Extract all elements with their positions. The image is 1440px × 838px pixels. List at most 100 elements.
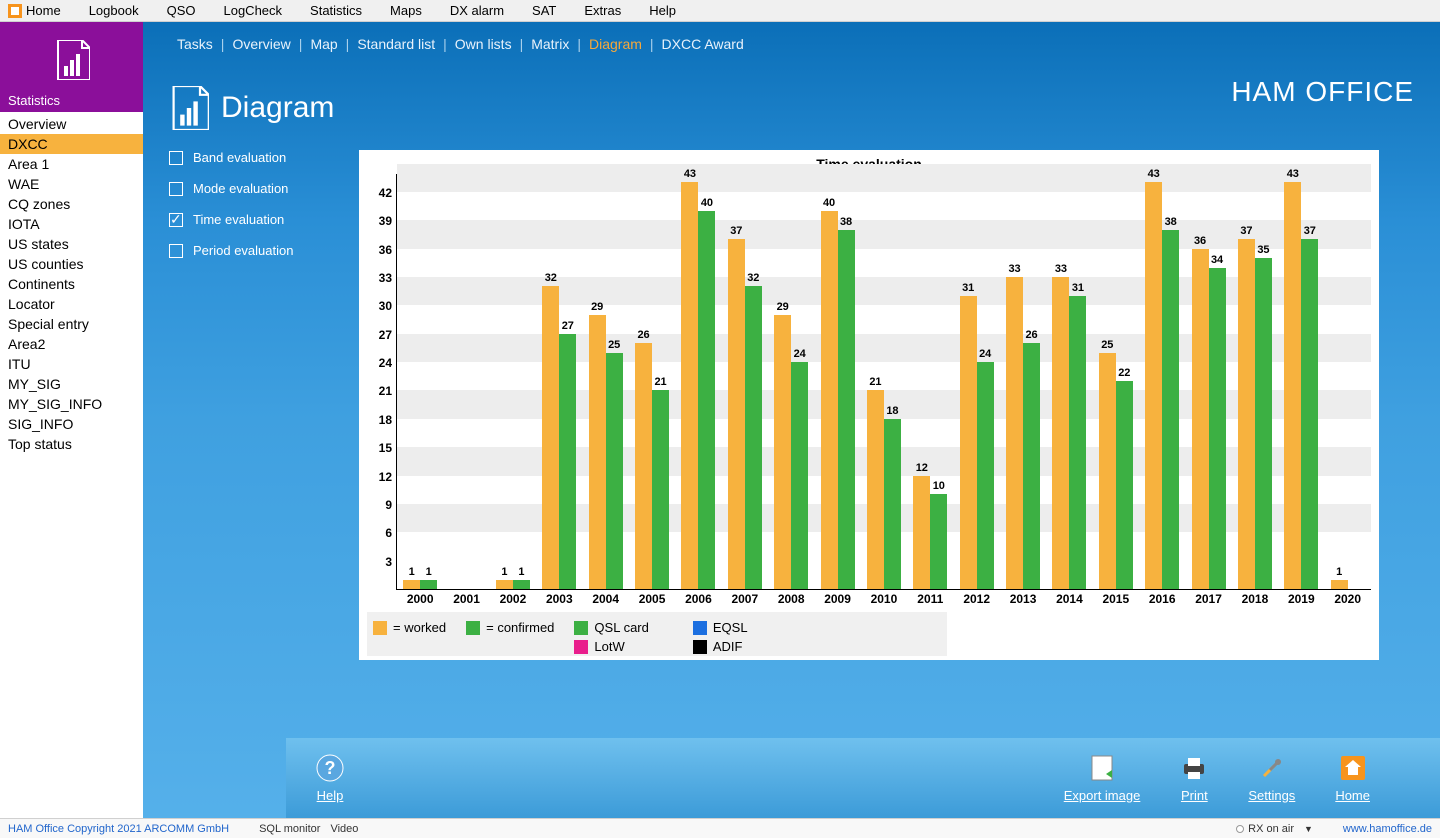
plot: 1111322729252621434037322924403821181210… (397, 174, 1371, 590)
x-tick: 2016 (1139, 590, 1185, 606)
menu-logbook[interactable]: Logbook (81, 1, 159, 20)
bar-confirmed: 18 (884, 419, 901, 589)
sidebar-item-itu[interactable]: ITU (0, 354, 143, 374)
svg-text:?: ? (325, 758, 336, 778)
year-col: 2925 (583, 174, 629, 589)
y-tick: 33 (379, 271, 392, 285)
help-button[interactable]: ? Help (316, 754, 344, 803)
year-col: 2522 (1093, 174, 1139, 589)
option-mode-evaluation[interactable]: Mode evaluation (169, 181, 359, 196)
print-icon (1180, 754, 1208, 782)
sidebar-item-dxcc[interactable]: DXCC (0, 134, 143, 154)
x-tick: 2006 (675, 590, 721, 606)
bar-worked: 43 (1145, 182, 1162, 589)
bar-worked: 31 (960, 296, 977, 589)
year-col: 3634 (1185, 174, 1231, 589)
sidebar-item-sig-info[interactable]: SIG_INFO (0, 414, 143, 434)
year-col: 4338 (1139, 174, 1185, 589)
help-icon: ? (316, 754, 344, 782)
menu-sat[interactable]: SAT (524, 1, 576, 20)
menu-home[interactable]: Home (6, 1, 81, 20)
sidebar-item-my-sig-info[interactable]: MY_SIG_INFO (0, 394, 143, 414)
bar-confirmed: 34 (1209, 268, 1226, 589)
bar-confirmed: 38 (838, 230, 855, 589)
url-link[interactable]: www.hamoffice.de (1343, 823, 1432, 835)
menu-qso[interactable]: QSO (159, 1, 216, 20)
sidebar-item-area-1[interactable]: Area 1 (0, 154, 143, 174)
menubar: HomeLogbookQSOLogCheckStatisticsMapsDX a… (0, 0, 1440, 22)
option-band-evaluation[interactable]: Band evaluation (169, 150, 359, 165)
export-image-button[interactable]: Export image (1064, 754, 1141, 803)
tab-overview[interactable]: Overview (226, 36, 296, 52)
tab-tasks[interactable]: Tasks (171, 36, 219, 52)
settings-button[interactable]: Settings (1248, 754, 1295, 803)
x-tick: 2001 (443, 590, 489, 606)
sidebar-item-special-entry[interactable]: Special entry (0, 314, 143, 334)
bar-worked: 1 (1331, 580, 1348, 589)
page-title-text: Diagram (221, 91, 334, 125)
menu-dx alarm[interactable]: DX alarm (442, 1, 524, 20)
tab-map[interactable]: Map (304, 36, 343, 52)
menu-maps[interactable]: Maps (382, 1, 442, 20)
tab-own-lists[interactable]: Own lists (449, 36, 518, 52)
year-col: 2118 (861, 174, 907, 589)
settings-icon (1258, 754, 1286, 782)
bar-worked: 37 (728, 239, 745, 589)
year-col: 2621 (629, 174, 675, 589)
menu-logcheck[interactable]: LogCheck (215, 1, 302, 20)
y-tick: 30 (379, 299, 392, 313)
content-pane: Tasks|Overview|Map|Standard list|Own lis… (143, 22, 1440, 818)
x-tick: 2008 (768, 590, 814, 606)
x-tick: 2003 (536, 590, 582, 606)
bar-worked: 29 (589, 315, 606, 589)
sidebar-item-iota[interactable]: IOTA (0, 214, 143, 234)
sidebar-item-my-sig[interactable]: MY_SIG (0, 374, 143, 394)
option-time-evaluation[interactable]: Time evaluation (169, 212, 359, 227)
y-tick: 18 (379, 413, 392, 427)
y-tick: 36 (379, 243, 392, 257)
x-tick: 2007 (722, 590, 768, 606)
x-tick: 2002 (490, 590, 536, 606)
sql-monitor-link[interactable]: SQL monitor (259, 823, 320, 835)
y-tick: 39 (379, 214, 392, 228)
option-period-evaluation[interactable]: Period evaluation (169, 243, 359, 258)
sidebar-item-wae[interactable]: WAE (0, 174, 143, 194)
checkbox-icon (169, 182, 183, 196)
year-col: 2924 (768, 174, 814, 589)
sidebar-list: OverviewDXCCArea 1WAECQ zonesIOTAUS stat… (0, 112, 143, 818)
tab-matrix[interactable]: Matrix (525, 36, 575, 52)
tab-standard-list[interactable]: Standard list (351, 36, 441, 52)
print-button[interactable]: Print (1180, 754, 1208, 803)
menu-help[interactable]: Help (641, 1, 696, 20)
bar-worked: 40 (821, 211, 838, 589)
copyright-text: HAM Office Copyright 2021 ARCOMM GmbH (8, 823, 229, 835)
sidebar-item-top-status[interactable]: Top status (0, 434, 143, 454)
y-tick: 21 (379, 384, 392, 398)
dropdown-icon[interactable]: ▼ (1304, 824, 1313, 834)
video-link[interactable]: Video (330, 823, 358, 835)
sidebar-item-locator[interactable]: Locator (0, 294, 143, 314)
sidebar-title: Statistics (8, 93, 60, 108)
tab-diagram[interactable]: Diagram (583, 36, 648, 52)
home-button[interactable]: Home (1335, 754, 1370, 803)
sidebar-item-overview[interactable]: Overview (0, 114, 143, 134)
year-col: 3124 (954, 174, 1000, 589)
statusbar: HAM Office Copyright 2021 ARCOMM GmbH SQ… (0, 818, 1440, 838)
sidebar-item-cq-zones[interactable]: CQ zones (0, 194, 143, 214)
menu-statistics[interactable]: Statistics (302, 1, 382, 20)
tab-dxcc-award[interactable]: DXCC Award (656, 36, 750, 52)
x-axis: 2000200120022003200420052006200720082009… (367, 590, 1371, 606)
sidebar-item-continents[interactable]: Continents (0, 274, 143, 294)
sidebar-item-us-states[interactable]: US states (0, 234, 143, 254)
sidebar-item-area2[interactable]: Area2 (0, 334, 143, 354)
year-col: 4337 (1278, 174, 1324, 589)
sidebar-header: Statistics (0, 22, 143, 112)
bar-worked: 12 (913, 476, 930, 589)
legend-lotw: LotW (574, 639, 648, 654)
bar-confirmed: 24 (977, 362, 994, 589)
year-col: 3732 (722, 174, 768, 589)
sidebar-item-us-counties[interactable]: US counties (0, 254, 143, 274)
brand-label: HAM OFFICE (1231, 76, 1414, 108)
x-tick: 2011 (907, 590, 953, 606)
menu-extras[interactable]: Extras (576, 1, 641, 20)
